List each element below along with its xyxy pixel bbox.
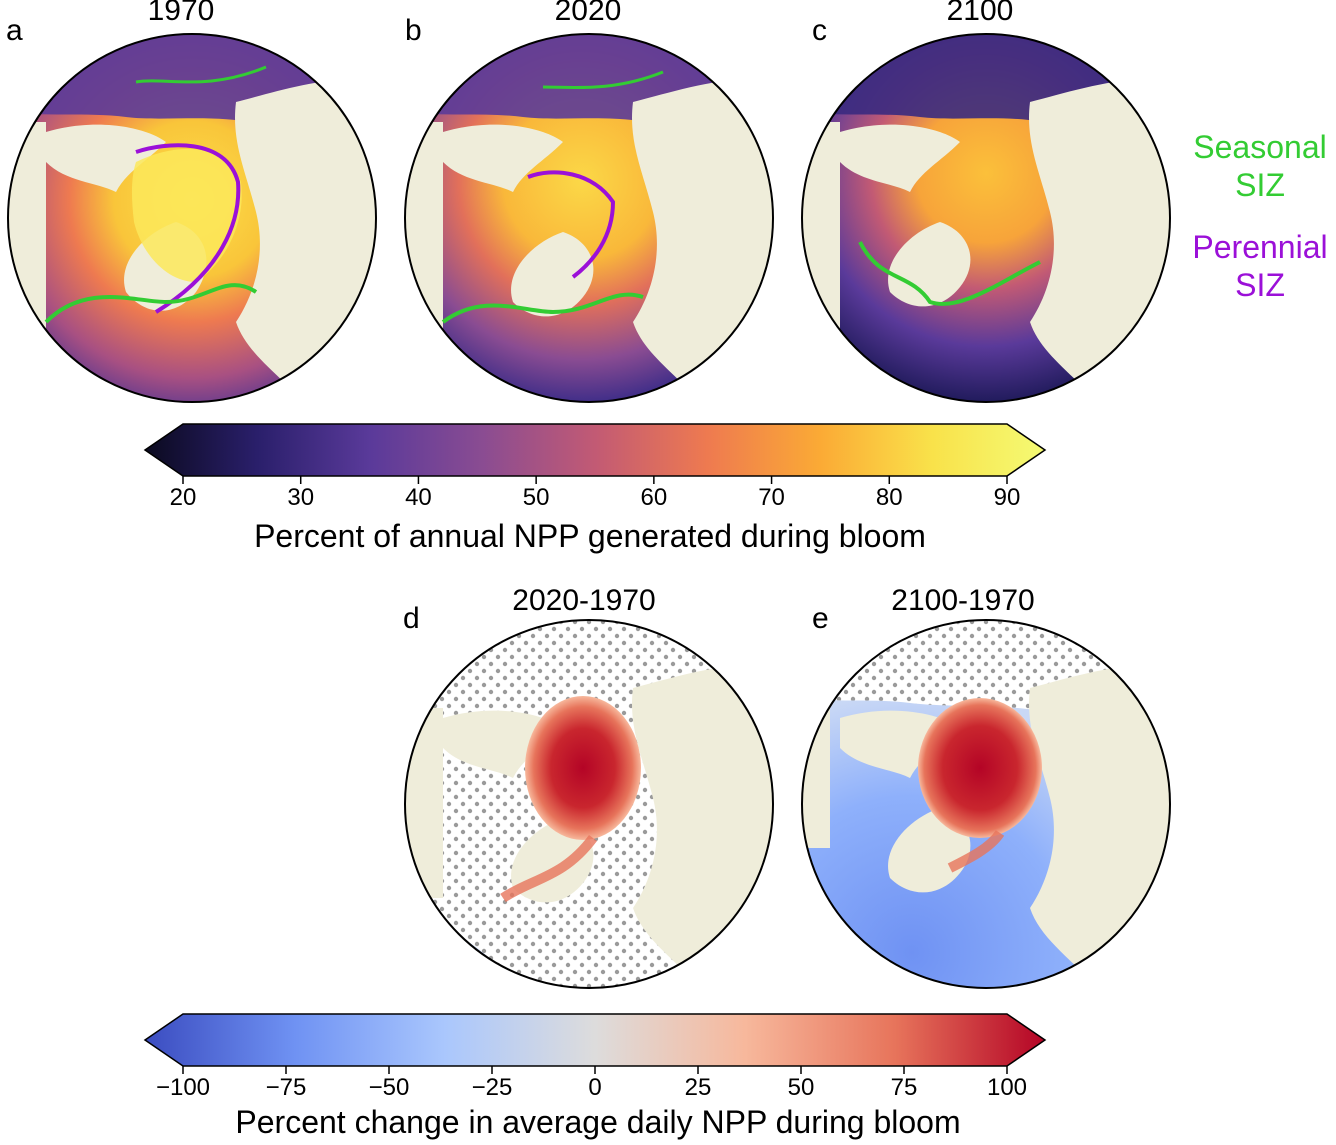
legend-seasonal-siz: Seasonal SIZ [1170,128,1336,204]
colorbar-bottom-bar [143,1013,1047,1067]
colorbar-top-bar [143,423,1047,477]
colorbar-bottom [143,1013,1047,1074]
map-panel-c [801,33,1171,403]
map-panel-d [404,619,774,989]
legend-seasonal-line1: Seasonal [1193,129,1327,165]
map-panel-b [404,33,774,403]
colorbar-bottom-label: Percent change in average daily NPP duri… [235,1104,961,1140]
colorbar-top-tick-label: 90 [993,484,1021,511]
colorbar-bottom-tick-label: 100 [986,1074,1028,1101]
colorbar-top-tick-label: 30 [287,484,315,511]
colorbar-top-label: Percent of annual NPP generated during b… [254,518,926,554]
colorbar-bottom-tick-label: −50 [368,1074,410,1101]
panel-letter-e: e [812,602,829,635]
legend-seasonal-line2: SIZ [1235,167,1285,203]
panel-letter-b: b [405,14,422,47]
colorbar-bottom-tick-label: −100 [155,1074,211,1101]
colorbar-top-tick-label: 50 [522,484,550,511]
colorbar-bottom-tick-label: −25 [471,1074,513,1101]
colorbar-bottom-tick-label: 0 [588,1074,602,1101]
map-panel-e [801,619,1171,989]
legend-perennial-line2: SIZ [1235,267,1285,303]
colorbar-top [143,423,1047,484]
colorbar-bottom-tick-label: 75 [890,1074,918,1101]
panel-letter-a: a [6,14,23,47]
colorbar-bottom-tick-label: 25 [684,1074,712,1101]
panel-title-2020: 2020 [554,0,622,27]
panel-title-2100: 2100 [946,0,1014,27]
colorbar-top-tick-label: 60 [640,484,668,511]
panel-title-2100-1970: 2100-1970 [891,584,1035,617]
colorbar-top-tick-label: 80 [875,484,903,511]
colorbar-bottom-tick-label: 50 [787,1074,815,1101]
legend-perennial-line1: Perennial [1192,229,1328,265]
colorbar-bottom-tick-label: −75 [265,1074,307,1101]
colorbar-top-tick-label: 40 [405,484,432,511]
panel-title-2020-1970: 2020-1970 [512,584,656,617]
map-panel-a [7,33,377,403]
colorbar-top-tick-label: 20 [169,484,197,511]
colorbar-top-tick-label: 70 [758,484,785,511]
panel-letter-d: d [403,602,420,635]
panel-title-1970: 1970 [147,0,215,27]
panel-letter-c: c [812,14,827,47]
legend-perennial-siz: Perennial SIZ [1170,228,1336,304]
